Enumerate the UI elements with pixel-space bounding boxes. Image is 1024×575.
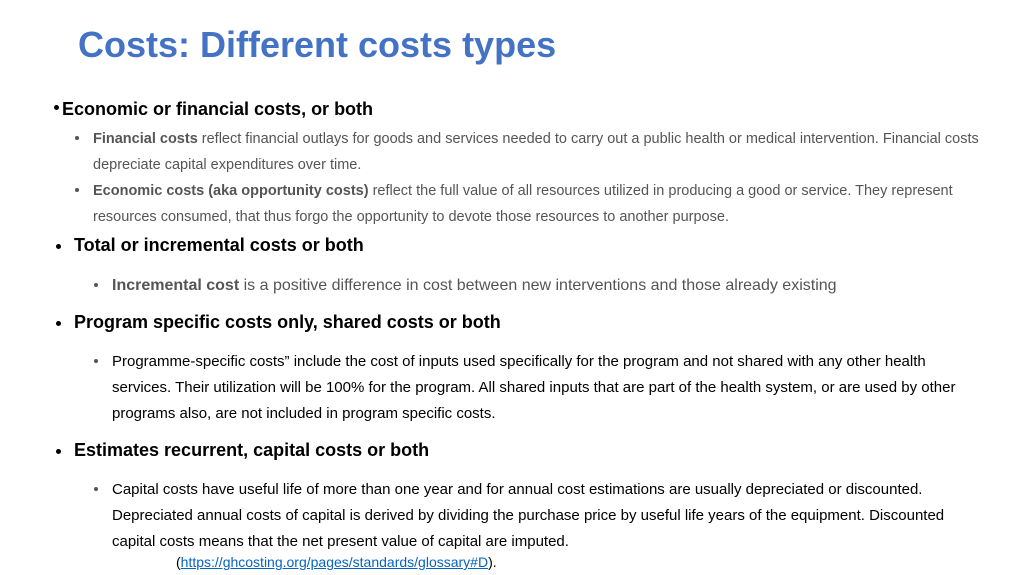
item-text: is a positive difference in cost between… <box>239 277 837 294</box>
bold-term: Incremental cost <box>112 277 240 294</box>
section-bullet <box>56 449 61 454</box>
item-bullet <box>94 359 98 363</box>
bullet-item: Financial costs reflect financial outlay… <box>93 126 998 178</box>
item-text: Programme-specific costs” include the co… <box>112 353 956 422</box>
section-bullet <box>56 321 61 326</box>
item-bullet <box>94 487 98 491</box>
item-bullet <box>94 283 98 287</box>
source-note: (https://ghcosting.org/pages/standards/g… <box>176 554 497 570</box>
bullet-item: Capital costs have useful life of more t… <box>112 477 962 555</box>
note-prefix: ( <box>176 554 181 570</box>
section-heading: Estimates recurrent, capital costs or bo… <box>74 440 430 460</box>
section-heading: Economic or financial costs, or both <box>62 99 374 119</box>
section-bullet <box>54 105 59 110</box>
bold-term: Financial costs <box>93 131 198 147</box>
item-text: Capital costs have useful life of more t… <box>112 481 945 550</box>
section-heading: Program specific costs only, shared cost… <box>74 312 501 332</box>
bullet-item: Programme-specific costs” include the co… <box>112 349 982 427</box>
item-bullet <box>75 136 79 140</box>
source-link[interactable]: https://ghcosting.org/pages/standards/gl… <box>180 554 489 570</box>
item-bullet <box>75 188 79 192</box>
note-suffix: ). <box>488 554 497 570</box>
item-text: reflect financial outlays for goods and … <box>93 131 979 173</box>
bullet-item: Incremental cost is a positive differenc… <box>112 273 992 299</box>
bold-term: Economic costs (aka opportunity costs) <box>93 183 369 199</box>
bullet-item: Economic costs (aka opportunity costs) r… <box>93 178 998 230</box>
section-bullet <box>56 244 61 249</box>
section-heading: Total or incremental costs or both <box>74 235 364 255</box>
item-text: reflect the full value of all resources … <box>93 183 953 225</box>
slide-title: Costs: Different costs types <box>78 24 557 65</box>
